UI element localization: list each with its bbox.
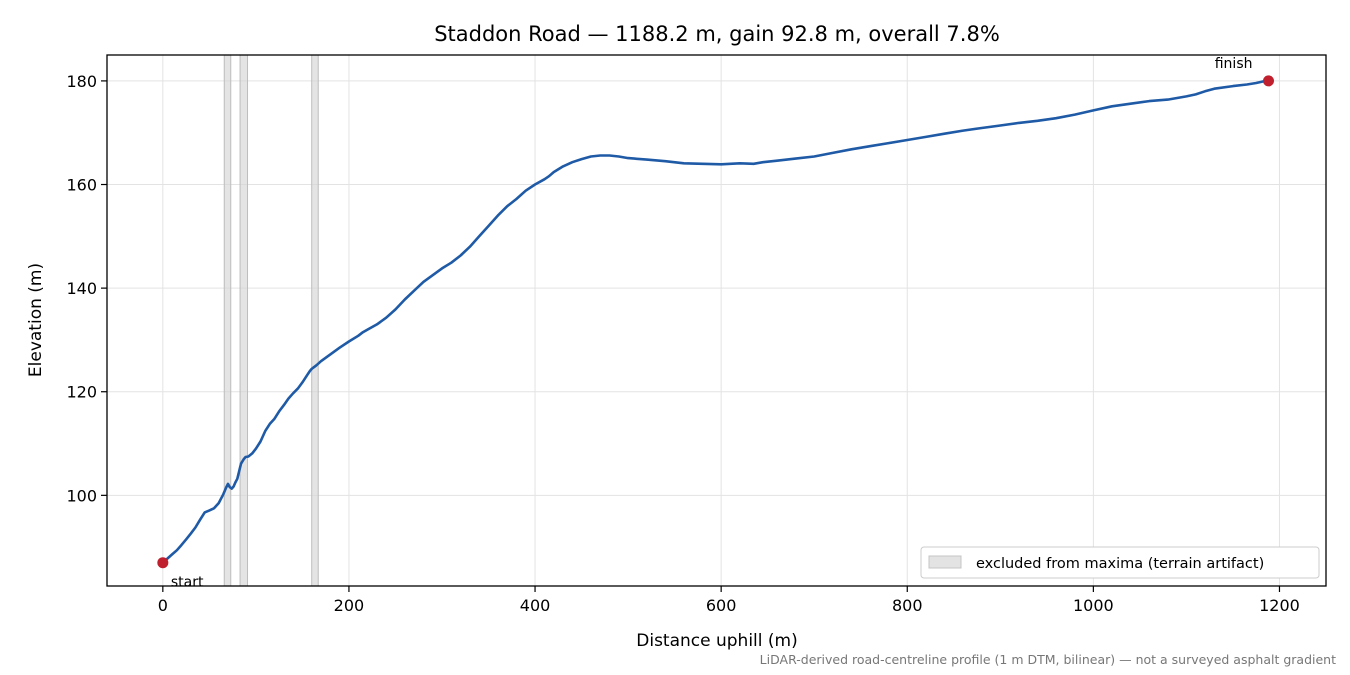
excluded-band (239, 54, 249, 587)
excluded-band (223, 54, 232, 587)
y-axis-ticks: 100 120 140 160 180 (66, 72, 107, 505)
start-label: start (171, 575, 204, 591)
x-tick-label: 600 (706, 596, 737, 615)
elevation-line (161, 79, 1270, 565)
y-axis-label: Elevation (m) (26, 263, 46, 377)
y-tick-label: 140 (66, 279, 97, 298)
x-tick-label: 200 (334, 596, 365, 615)
x-tick-label: 1200 (1259, 596, 1300, 615)
finish-label: finish (1215, 56, 1253, 72)
chart-title: Staddon Road — 1188.2 m, gain 92.8 m, ov… (434, 22, 1000, 46)
plot-frame (106, 54, 1327, 587)
y-tick-label: 100 (66, 486, 97, 505)
excluded-band (311, 54, 319, 587)
y-tick-label: 160 (66, 176, 97, 195)
endpoint-markers: start finish (157, 56, 1274, 591)
x-tick-label: 1000 (1073, 596, 1114, 615)
y-tick-label: 180 (66, 72, 97, 91)
series-line-group (161, 79, 1270, 565)
grid-lines (107, 55, 1326, 586)
x-tick-label: 0 (158, 596, 168, 615)
x-axis-ticks: 0 200 400 600 800 1000 1200 (158, 586, 1300, 615)
legend: excluded from maxima (terrain artifact) (920, 546, 1320, 579)
x-tick-label: 800 (892, 596, 923, 615)
x-axis-label: Distance uphill (m) (636, 631, 797, 651)
footnote: LiDAR-derived road-centreline profile (1… (760, 652, 1336, 667)
excluded-bands (223, 54, 319, 587)
x-tick-label: 400 (520, 596, 551, 615)
start-marker (157, 557, 169, 569)
legend-swatch (928, 555, 962, 569)
legend-box (920, 546, 1320, 579)
legend-label: excluded from maxima (terrain artifact) (976, 556, 1264, 572)
finish-marker (1262, 75, 1274, 87)
y-tick-label: 120 (66, 383, 97, 402)
